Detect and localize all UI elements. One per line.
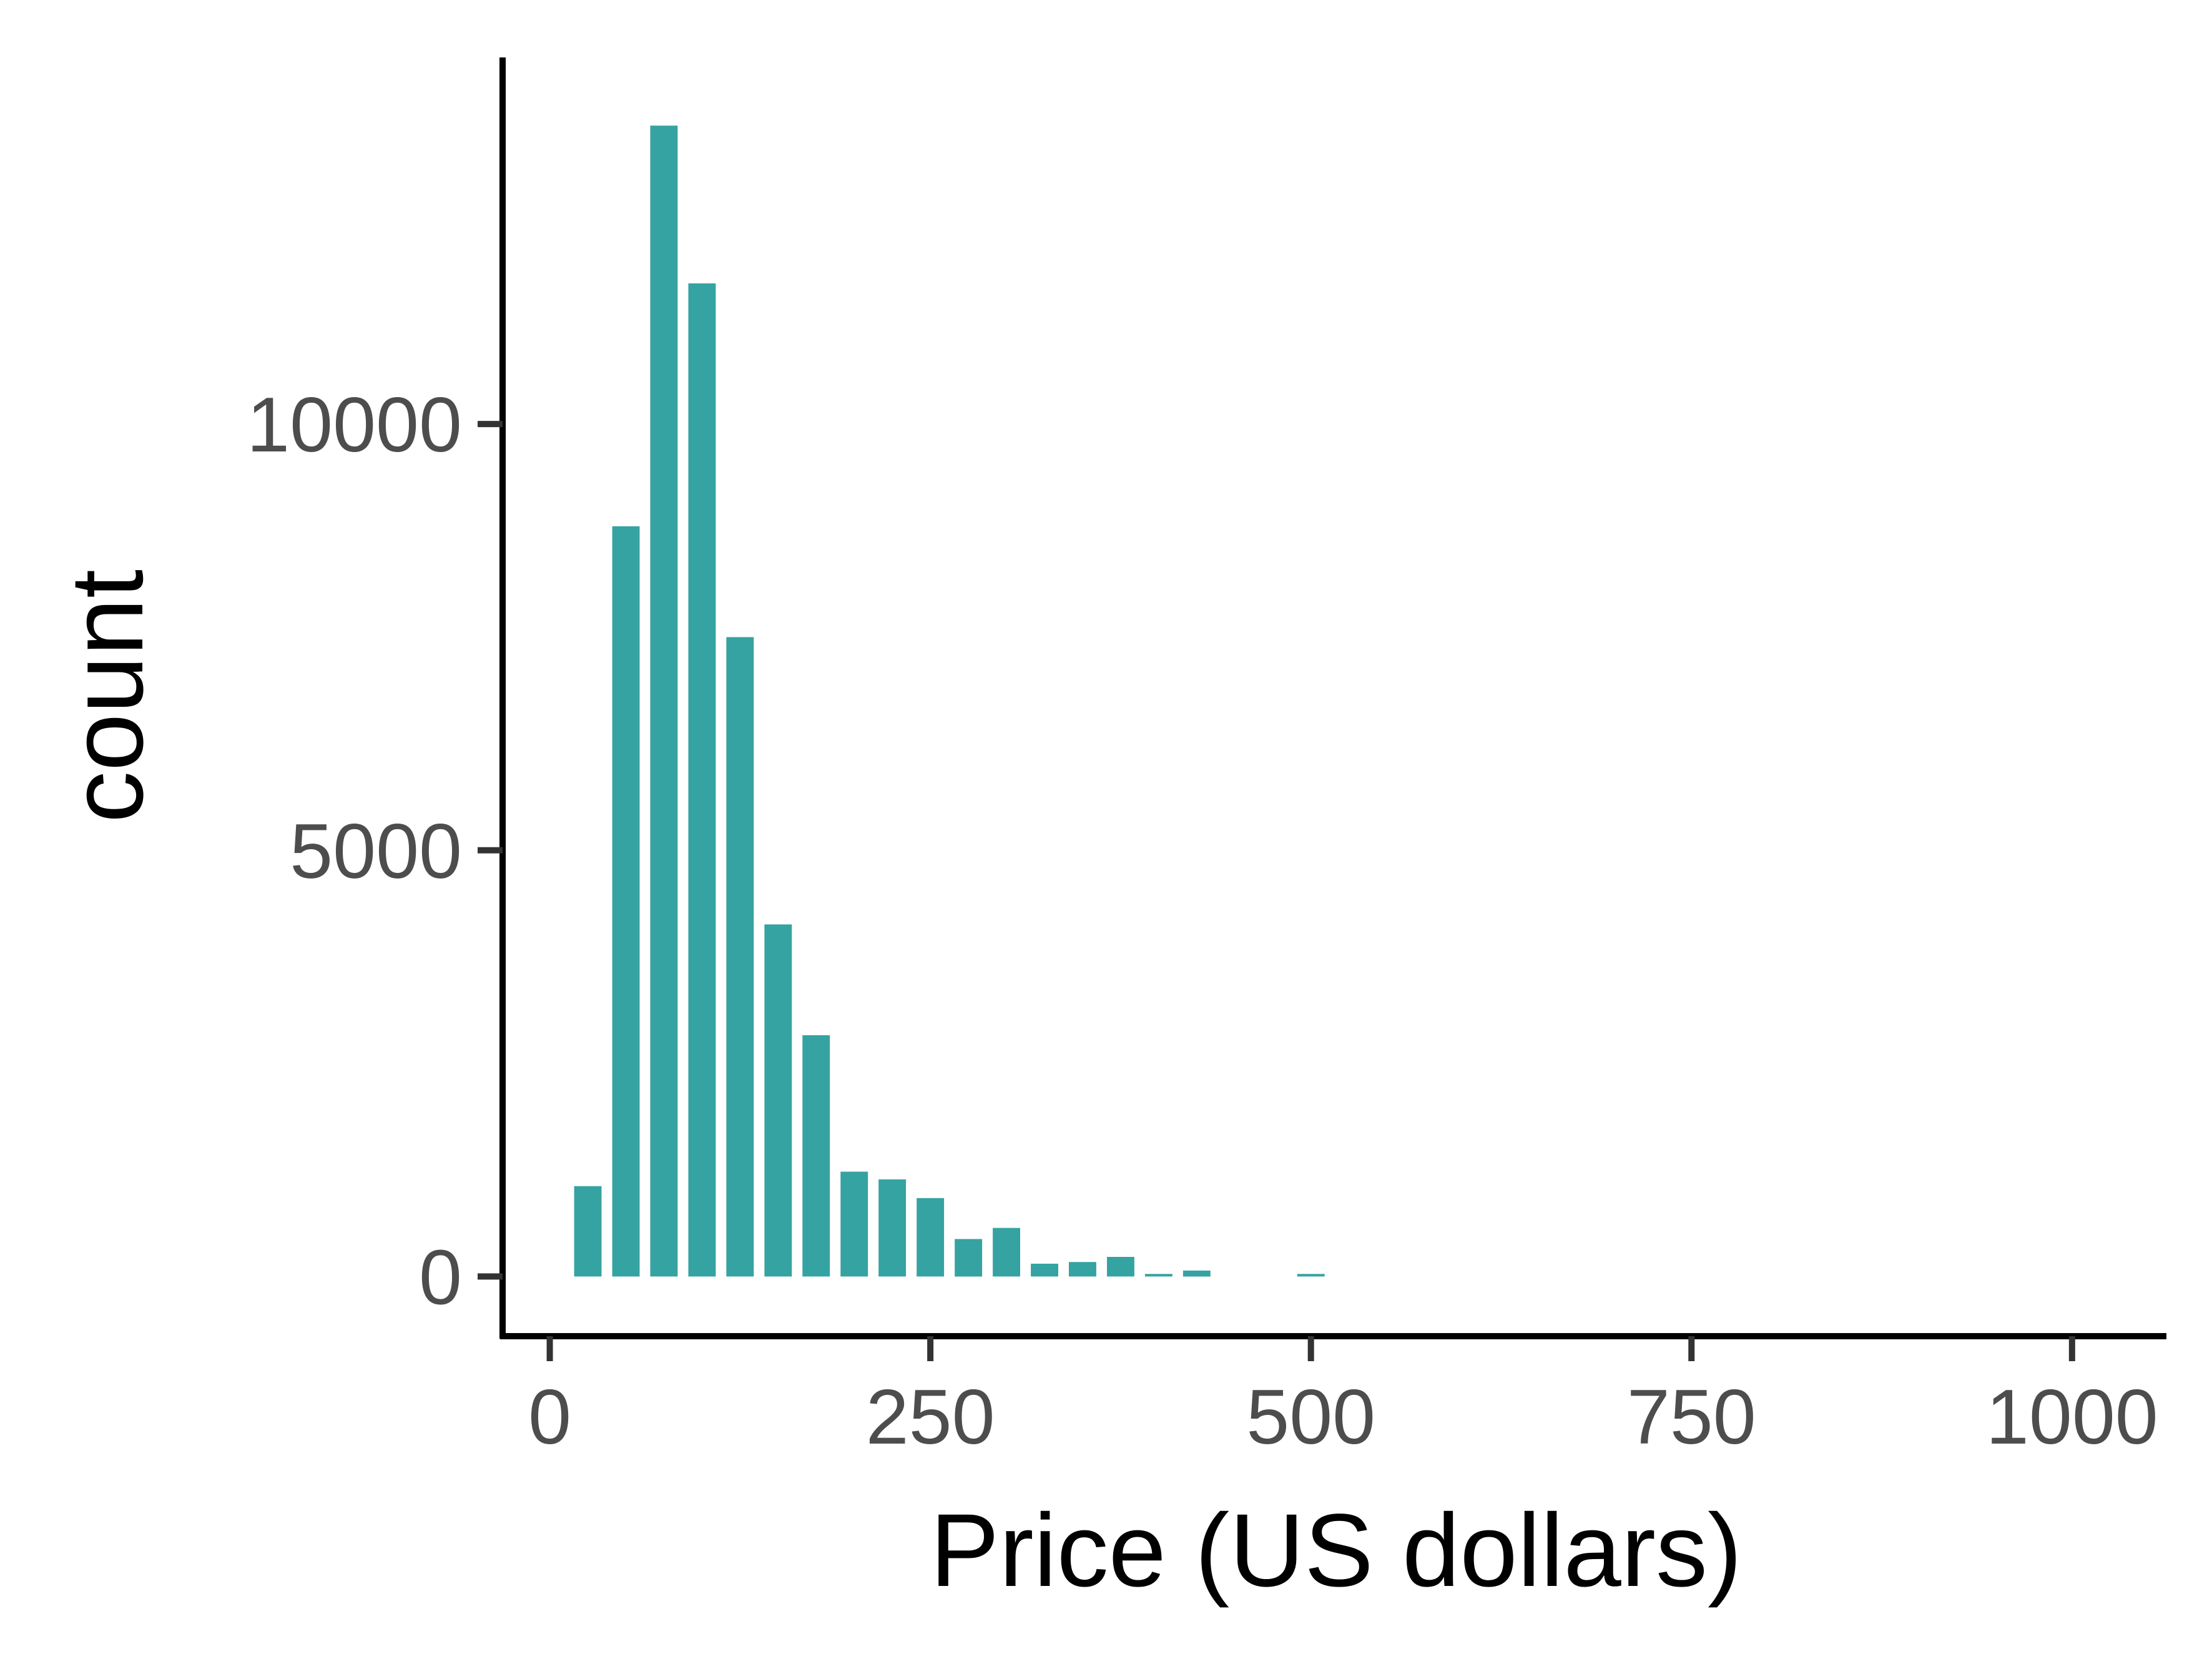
histogram-bar: [993, 1228, 1020, 1277]
y-tick-label: 10000: [247, 382, 462, 468]
histogram-bar: [878, 1179, 907, 1277]
bars-group: [574, 126, 1325, 1277]
x-tick-label: 250: [866, 1374, 995, 1460]
y-tick-label: 5000: [290, 809, 462, 895]
histogram-bar: [955, 1239, 983, 1277]
histogram-bar: [1069, 1262, 1096, 1277]
histogram-bar: [1297, 1274, 1325, 1277]
histogram-bar: [764, 924, 792, 1277]
x-tick-label: 1000: [1986, 1374, 2158, 1460]
histogram-bar: [612, 526, 640, 1277]
histogram-bar: [1144, 1274, 1172, 1277]
axes-group: 0 5000 10000 0 250 500 750 1000: [247, 57, 2166, 1460]
histogram-bar: [1031, 1263, 1058, 1277]
x-tick-label: 500: [1246, 1374, 1375, 1460]
histogram-bar: [840, 1171, 868, 1277]
x-axis-title: Price (US dollars): [930, 1493, 1743, 1608]
histogram-bar: [650, 126, 678, 1277]
histogram-bar: [1182, 1270, 1211, 1277]
histogram-bar: [688, 283, 716, 1277]
histogram-bar: [917, 1198, 945, 1277]
x-tick-label: 0: [528, 1374, 571, 1460]
histogram-bar: [802, 1035, 830, 1277]
histogram-bar: [574, 1186, 602, 1277]
y-tick-label: 0: [419, 1234, 462, 1321]
histogram-bar: [1107, 1257, 1134, 1277]
x-tick-label: 750: [1627, 1374, 1756, 1460]
y-axis-title: count: [49, 569, 165, 823]
histogram-bar: [726, 637, 754, 1277]
